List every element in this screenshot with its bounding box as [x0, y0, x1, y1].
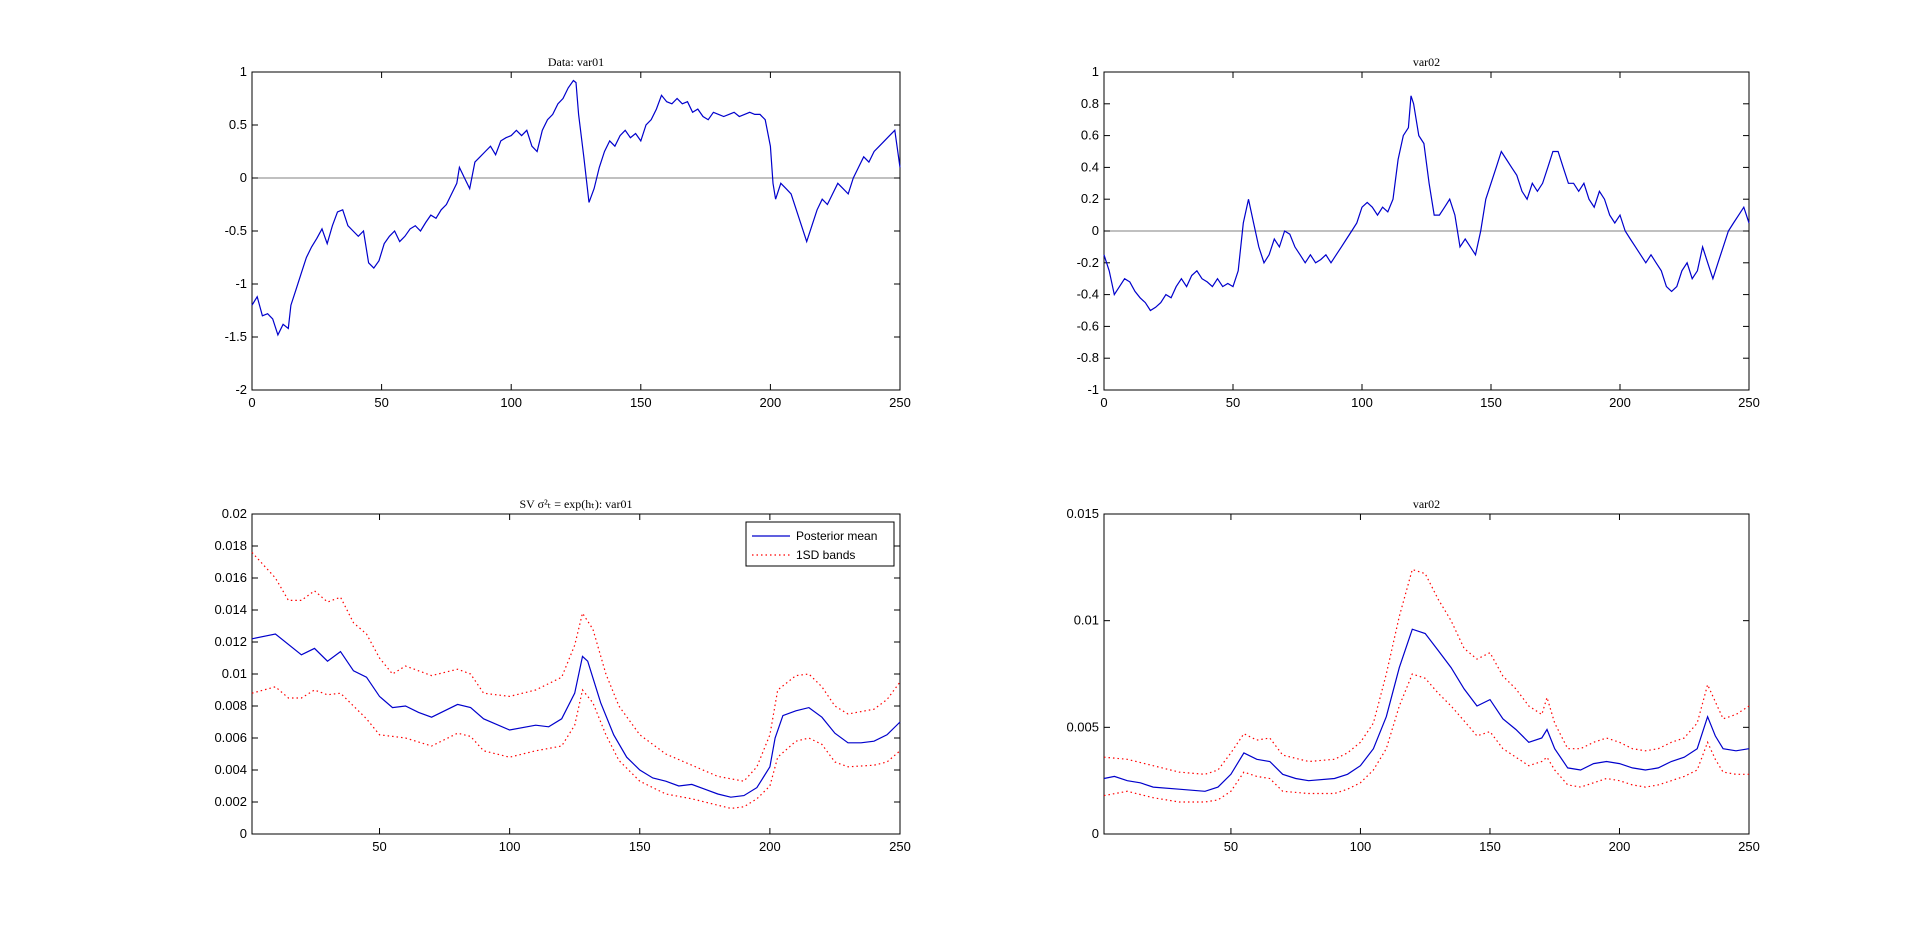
y-tick-label: -1.5: [225, 329, 247, 344]
x-tick-label: 100: [1351, 395, 1373, 410]
y-tick-label: -0.4: [1077, 287, 1099, 302]
y-tick-label: -1: [235, 276, 247, 291]
legend-label: Posterior mean: [796, 529, 877, 543]
band-line: [1103, 568, 1750, 775]
x-tick-label: 200: [759, 839, 781, 854]
band-line: [251, 551, 901, 782]
x-tick-label: 0: [248, 395, 255, 410]
y-tick-label: 0.012: [214, 634, 247, 649]
x-tick-label: 150: [1479, 839, 1501, 854]
y-tick-label: 0: [240, 826, 247, 841]
chart-title: Data: var01: [548, 55, 604, 69]
x-tick-label: 250: [889, 395, 911, 410]
y-tick-label: 0.6: [1081, 128, 1099, 143]
axes-box: [1103, 513, 1750, 835]
y-tick-label: 0: [1092, 826, 1099, 841]
x-tick-label: 200: [1609, 839, 1631, 854]
subplot-data-var01: 0 50 100 150 200 250 -2 -1.5 -1 -0.5 0 0.5 1 Data: va…: [225, 55, 911, 410]
series-line: [251, 633, 901, 798]
y-tick-label: -0.6: [1077, 318, 1099, 333]
x-tick-label: 50: [1226, 395, 1240, 410]
x-tick-label: 100: [500, 395, 522, 410]
y-tick-label: -1: [1087, 382, 1099, 397]
y-tick-label: 0.016: [214, 570, 247, 585]
series-line: [251, 79, 901, 337]
x-tick-label: 0: [1100, 395, 1107, 410]
chart-title: SV σ²ₜ = exp(hₜ): var01: [519, 497, 632, 511]
legend-label: 1SD bands: [796, 548, 855, 562]
x-tick-label: 150: [629, 839, 651, 854]
y-tick-label: -2: [235, 382, 247, 397]
y-tick-label: 0.004: [214, 762, 247, 777]
subplot-data-var02: 0 50 100 150 200 250 -1 -0.8 -0.6 -0.4 -0.2 0 0.2 0.4…: [1077, 55, 1760, 410]
y-tick-label: 0.015: [1066, 506, 1099, 521]
series-line: [1103, 95, 1750, 312]
y-tick-label: 0.8: [1081, 96, 1099, 111]
y-tick-label: 0.4: [1081, 159, 1099, 174]
x-tick-label: 100: [1350, 839, 1372, 854]
y-tick-label: 0.01: [222, 666, 247, 681]
x-tick-label: 100: [499, 839, 521, 854]
x-tick-label: 200: [1609, 395, 1631, 410]
band-line: [251, 686, 901, 810]
y-tick-label: -0.8: [1077, 350, 1099, 365]
y-tick-label: 1: [1092, 64, 1099, 79]
chart-title: var02: [1413, 55, 1440, 69]
band-line: [1103, 673, 1749, 803]
y-tick-label: -0.2: [1077, 255, 1099, 270]
y-tick-label: 1: [240, 64, 247, 79]
x-tick-label: 150: [630, 395, 652, 410]
x-tick-label: 250: [1738, 395, 1760, 410]
y-tick-label: 0.018: [214, 538, 247, 553]
axes-box: [251, 71, 901, 391]
y-tick-label: 0.006: [214, 730, 247, 745]
legend-box: [745, 521, 895, 567]
x-tick-label: 250: [1738, 839, 1760, 854]
y-tick-label: 0.014: [214, 602, 247, 617]
chart-title: var02: [1413, 497, 1440, 511]
y-tick-label: 0.2: [1081, 191, 1099, 206]
y-tick-label: 0.01: [1074, 613, 1099, 628]
y-tick-label: 0.008: [214, 698, 247, 713]
y-tick-label: 0: [1092, 223, 1099, 238]
x-tick-label: 50: [372, 839, 386, 854]
x-tick-label: 50: [374, 395, 388, 410]
x-tick-label: 50: [1224, 839, 1238, 854]
x-tick-label: 250: [889, 839, 911, 854]
y-tick-label: -0.5: [225, 223, 247, 238]
y-tick-label: 0.002: [214, 794, 247, 809]
subplot-sv-var02: 50 100 150 200 250 0 0.005 0.01 0.015 var02: [1066, 497, 1759, 854]
y-tick-label: 0.005: [1066, 719, 1099, 734]
x-tick-label: 150: [1480, 395, 1502, 410]
y-tick-label: 0.5: [229, 117, 247, 132]
y-tick-label: 0: [240, 170, 247, 185]
subplot-sv-var01: 50 100 150 200 250 0 0.002 0.004 0.006 0.008 0.01 0…: [214, 497, 910, 854]
legend: Posterior mean 1SD bands: [745, 521, 895, 567]
x-tick-label: 200: [760, 395, 782, 410]
y-tick-label: 0.02: [222, 506, 247, 521]
series-line: [1103, 628, 1750, 792]
